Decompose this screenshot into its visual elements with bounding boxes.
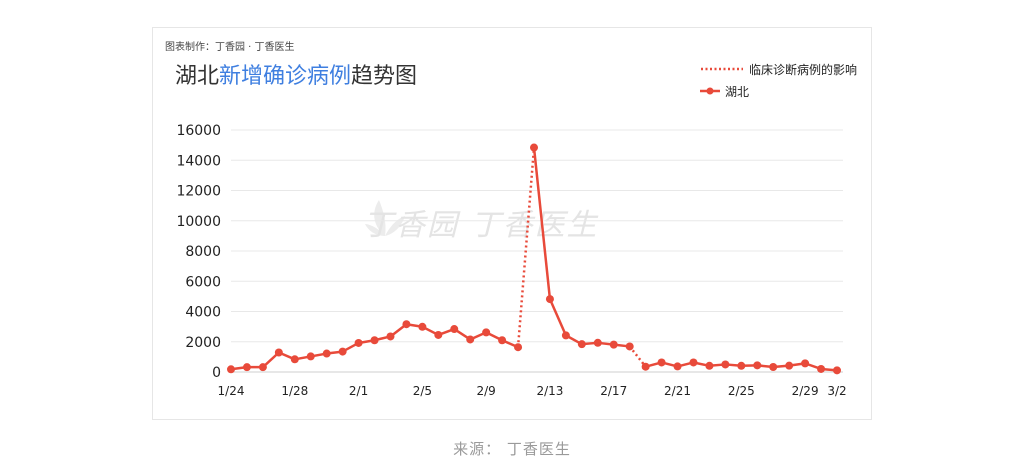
data-point xyxy=(689,358,698,367)
chart-card: 图表制作：丁香园 · 丁香医生 湖北新增确诊病例趋势图 临床诊断病例的影响 湖北… xyxy=(152,27,872,420)
data-point xyxy=(705,361,714,370)
series-segment xyxy=(532,146,552,301)
x-tick-label: 2/29 xyxy=(792,384,819,398)
data-point xyxy=(418,322,427,331)
data-point xyxy=(561,331,570,340)
data-point xyxy=(673,362,682,371)
title-suffix: 趋势图 xyxy=(351,64,418,89)
x-tick-label: 1/24 xyxy=(218,384,245,398)
y-tick-label: 8000 xyxy=(185,244,221,260)
series-segment-dotted xyxy=(516,147,536,348)
data-point xyxy=(274,348,283,357)
data-point xyxy=(482,328,491,337)
data-point xyxy=(338,347,347,356)
y-tick-label: 12000 xyxy=(176,184,221,200)
x-tick-label: 2/25 xyxy=(728,384,755,398)
data-point xyxy=(514,343,523,352)
data-point xyxy=(498,336,507,345)
y-tick-label: 16000 xyxy=(176,123,221,139)
x-tick-label: 2/5 xyxy=(413,384,432,398)
y-tick-label: 14000 xyxy=(176,153,221,169)
x-tick-label: 2/9 xyxy=(477,384,496,398)
data-point xyxy=(466,335,475,344)
legend: 临床诊断病例的影响 湖北 xyxy=(699,58,857,102)
data-point xyxy=(386,332,395,341)
x-tick-label: 1/28 xyxy=(281,384,308,398)
data-point xyxy=(258,363,267,372)
y-tick-label: 10000 xyxy=(176,214,221,230)
data-point xyxy=(801,359,810,368)
legend-label-hubei: 湖北 xyxy=(724,84,749,99)
series-segment xyxy=(548,297,568,337)
x-tick-label: 2/1 xyxy=(349,384,368,398)
data-point xyxy=(322,349,331,358)
data-point xyxy=(434,330,443,339)
data-point xyxy=(753,361,762,370)
y-tick-label: 2000 xyxy=(185,335,221,351)
y-tick-label: 4000 xyxy=(185,305,221,321)
data-point xyxy=(530,143,538,152)
data-point xyxy=(737,361,746,370)
data-point xyxy=(833,366,841,375)
title-prefix: 湖北 xyxy=(175,64,220,89)
x-tick-label: 2/13 xyxy=(536,384,563,398)
x-tick-label: 2/21 xyxy=(664,384,691,398)
data-point xyxy=(354,338,363,347)
legend-label-clinical: 临床诊断病例的影响 xyxy=(748,62,857,77)
data-point xyxy=(242,363,251,372)
x-tick-label: 2/17 xyxy=(600,384,627,398)
data-point xyxy=(306,352,315,361)
data-point xyxy=(577,340,586,349)
title-highlight: 新增确诊病例 xyxy=(219,64,352,89)
data-point xyxy=(290,355,299,364)
chart-title: 湖北新增确诊病例趋势图 xyxy=(175,58,417,90)
data-point xyxy=(657,358,666,367)
data-point xyxy=(769,363,778,372)
data-point xyxy=(641,362,650,371)
y-tick-label: 0 xyxy=(212,365,221,381)
chart-credit: 图表制作：丁香园 · 丁香医生 xyxy=(165,42,295,53)
line-chart: 0 2000 4000 6000 8000 10000 12000 14000 16000 1/2… xyxy=(176,123,846,398)
y-tick-label: 6000 xyxy=(185,274,221,290)
data-point xyxy=(625,342,634,351)
data-point xyxy=(227,365,235,374)
data-point xyxy=(402,320,411,329)
x-tick-label: 3/2 xyxy=(827,384,846,398)
line-marker-swatch xyxy=(699,87,720,95)
data-point xyxy=(609,340,618,349)
data-point xyxy=(817,364,826,373)
data-point xyxy=(785,361,794,370)
data-point xyxy=(721,360,730,369)
legend-item-hubei: 湖北 xyxy=(699,80,857,102)
data-point xyxy=(593,338,602,347)
data-point xyxy=(450,325,459,334)
watermark-text: 丁香园 丁香医生 xyxy=(363,208,599,243)
series-segment-dotted xyxy=(628,345,647,368)
source-caption: 来源： 丁香医生 xyxy=(453,440,571,458)
data-point xyxy=(370,336,379,345)
legend-item-clinical: 临床诊断病例的影响 xyxy=(699,58,857,80)
data-point xyxy=(545,295,554,304)
